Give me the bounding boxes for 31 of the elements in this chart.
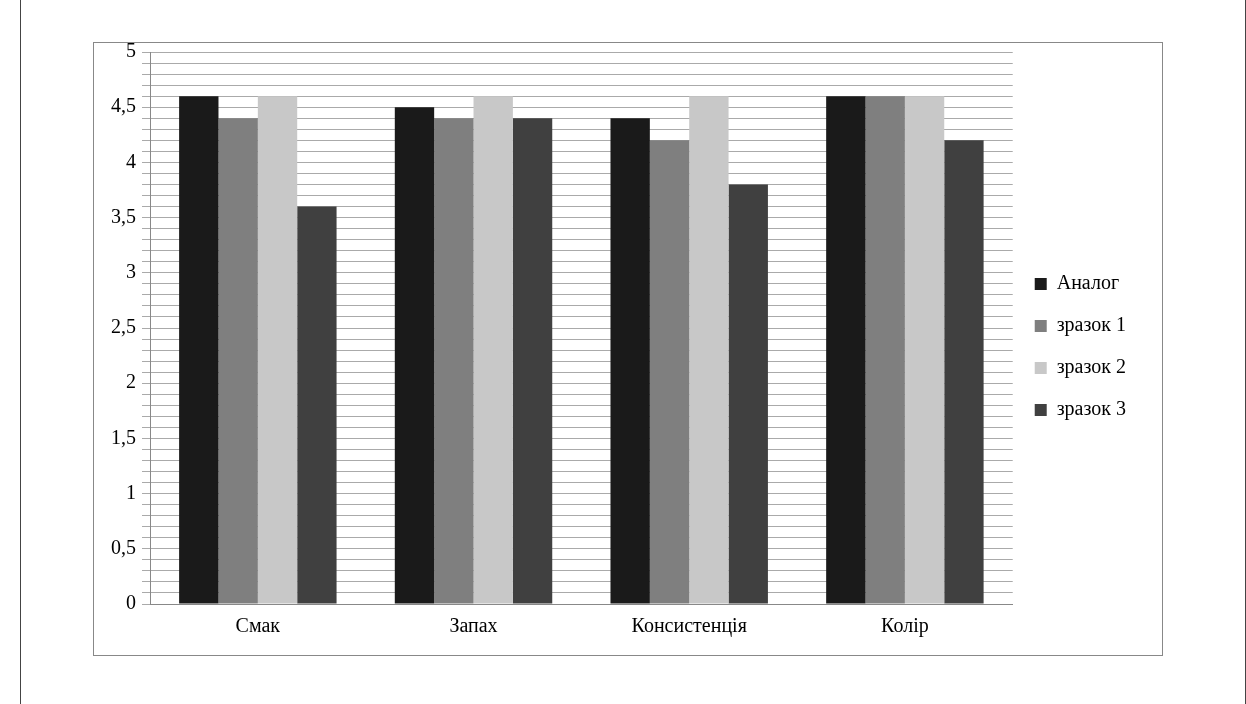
legend-label: зразок 3 <box>1056 397 1126 421</box>
y-tick-label: 2,5 <box>111 315 136 338</box>
legend-label: зразок 1 <box>1056 313 1126 337</box>
bar <box>257 96 298 604</box>
x-tick-label: Смак <box>235 614 281 637</box>
y-tick-label: 0,5 <box>111 536 136 559</box>
y-tick-label: 1 <box>126 480 136 503</box>
bar <box>689 96 729 604</box>
legend-label: зразок 2 <box>1056 355 1126 379</box>
bar <box>394 107 435 604</box>
bar <box>512 118 553 604</box>
bar <box>473 96 513 604</box>
y-tick-label: 4 <box>126 149 136 172</box>
x-tick-label: Колір <box>881 614 929 638</box>
bar <box>728 184 768 604</box>
y-tick-label: 1,5 <box>111 425 136 448</box>
bar <box>826 96 866 604</box>
y-tick-label: 5 <box>126 39 136 62</box>
x-tick-label: Запах <box>449 614 498 637</box>
bar <box>944 140 984 604</box>
legend-label: Аналог <box>1056 271 1120 294</box>
bar <box>179 96 219 604</box>
bar <box>904 96 945 604</box>
bar <box>297 206 337 604</box>
y-tick-label: 4,5 <box>111 94 136 117</box>
y-tick-label: 2 <box>126 370 136 393</box>
y-tick-label: 3 <box>126 260 136 283</box>
y-tick-label: 0 <box>126 591 136 614</box>
bar <box>610 118 650 604</box>
x-tick-label: Консистенція <box>631 614 747 638</box>
y-tick-label: 3,5 <box>111 204 136 227</box>
